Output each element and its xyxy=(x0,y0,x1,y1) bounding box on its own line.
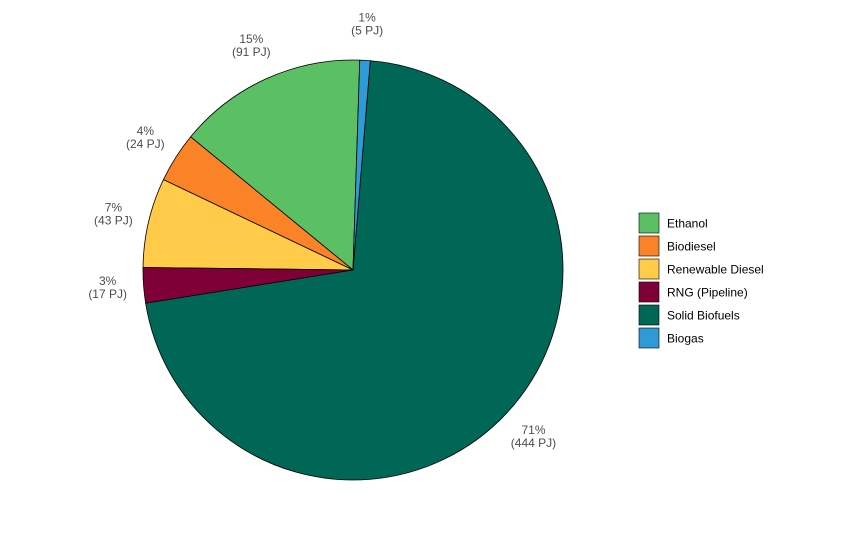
legend-label-renewable-diesel: Renewable Diesel xyxy=(667,263,764,277)
value-label: (91 PJ) xyxy=(232,45,271,59)
value-label: (17 PJ) xyxy=(88,287,127,301)
percent-label: 4% xyxy=(137,124,155,138)
percent-label: 71% xyxy=(521,423,545,437)
value-label: (444 PJ) xyxy=(511,436,556,450)
slice-label-renewable-diesel: 7% (43 PJ) xyxy=(94,200,133,227)
slice-label-rng-pipeline: 3% (17 PJ) xyxy=(88,274,127,301)
value-label: (5 PJ) xyxy=(351,23,383,37)
slice-label-biogas: 1% (5 PJ) xyxy=(351,10,383,37)
legend-swatch-rng-pipeline xyxy=(638,281,660,303)
pie-slices xyxy=(142,59,564,481)
pie-labels: 15% (91 PJ) 4% (24 PJ) 7% (43 PJ) 3% (17 PJ) 71%… xyxy=(88,10,556,450)
percent-label: 7% xyxy=(105,200,123,214)
percent-label: 15% xyxy=(239,32,263,46)
slice-label-solid-biofuels: 71% (444 PJ) xyxy=(511,423,556,450)
slice-label-ethanol: 15% (91 PJ) xyxy=(232,32,271,59)
legend: Ethanol Biodiesel Renewable Diesel RNG (Pip… xyxy=(638,212,764,349)
legend-label-ethanol: Ethanol xyxy=(667,217,708,231)
percent-label: 3% xyxy=(99,274,117,288)
value-label: (43 PJ) xyxy=(94,213,133,227)
legend-swatch-biodiesel xyxy=(638,235,660,257)
legend-swatch-renewable-diesel xyxy=(638,258,660,280)
slice-solid-biofuels xyxy=(145,60,564,481)
legend-label-biogas: Biogas xyxy=(667,332,704,346)
legend-swatch-biogas xyxy=(638,327,660,349)
legend-label-solid-biofuels: Solid Biofuels xyxy=(667,309,740,323)
legend-label-rng-pipeline: RNG (Pipeline) xyxy=(667,286,748,300)
slice-label-biodiesel: 4% (24 PJ) xyxy=(126,124,165,151)
legend-swatch-solid-biofuels xyxy=(638,304,660,326)
slice-biogas xyxy=(352,59,371,271)
slice-ethanol xyxy=(190,59,361,271)
legend-swatch-ethanol xyxy=(638,212,660,234)
value-label: (24 PJ) xyxy=(126,137,165,151)
legend-label-biodiesel: Biodiesel xyxy=(667,240,716,254)
percent-label: 1% xyxy=(358,10,376,24)
